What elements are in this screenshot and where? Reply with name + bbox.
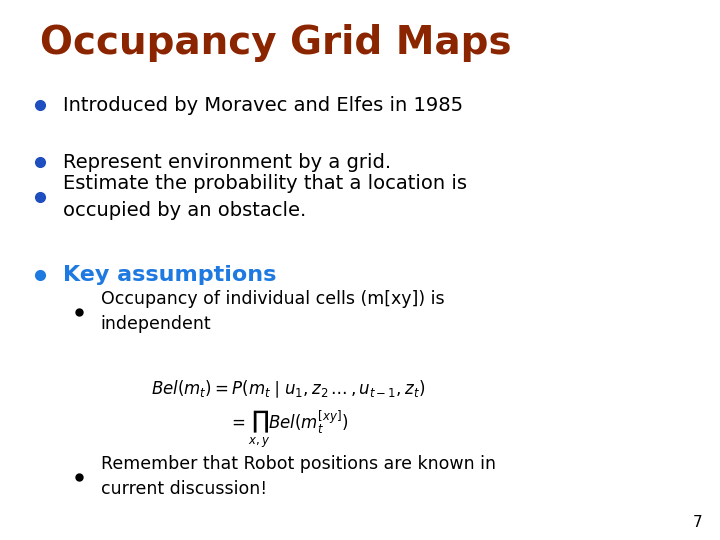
Text: Introduced by Moravec and Elfes in 1985: Introduced by Moravec and Elfes in 1985 [63,96,464,115]
Text: 7: 7 [693,515,702,530]
Text: Occupancy of individual cells (m[xy]) is
independent: Occupancy of individual cells (m[xy]) is… [101,290,444,333]
Text: Occupancy Grid Maps: Occupancy Grid Maps [40,24,511,62]
Text: $= \prod_{x,y} Bel(m_t^{[xy]})$: $= \prod_{x,y} Bel(m_t^{[xy]})$ [228,409,348,450]
Text: $Bel(m_t) = P(m_t \mid u_1, z_2\,\ldots\,,u_{t-1},z_t)$: $Bel(m_t) = P(m_t \mid u_1, z_2\,\ldots\… [151,378,425,400]
Text: Estimate the probability that a location is
occupied by an obstacle.: Estimate the probability that a location… [63,174,467,220]
Text: Remember that Robot positions are known in
current discussion!: Remember that Robot positions are known … [101,455,496,498]
Text: Represent environment by a grid.: Represent environment by a grid. [63,152,392,172]
Text: Key assumptions: Key assumptions [63,265,276,286]
